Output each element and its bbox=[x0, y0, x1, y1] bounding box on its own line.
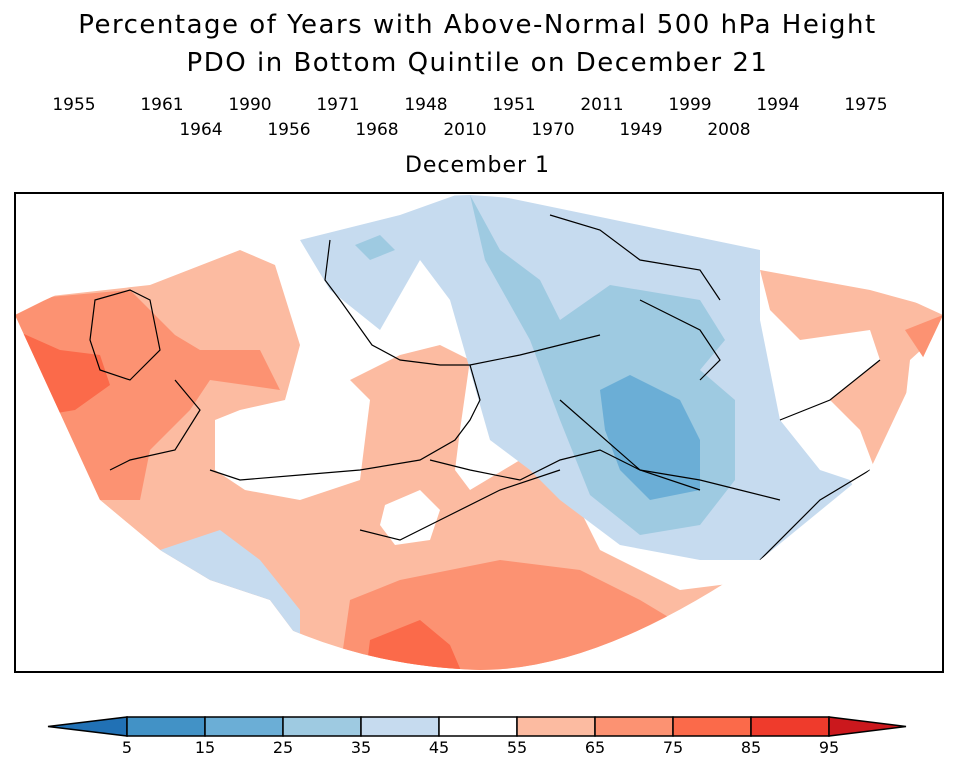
colorbar-tick-label: 65 bbox=[584, 738, 606, 757]
colorbar-tick-label: 15 bbox=[194, 738, 216, 757]
colorbar-segment bbox=[360, 716, 440, 737]
year: 1949 bbox=[619, 120, 663, 140]
colorbar-tick-label: 5 bbox=[121, 738, 133, 757]
colorbar-tick-label: 75 bbox=[662, 738, 684, 757]
colorbar-segment bbox=[750, 716, 830, 737]
year: 1990 bbox=[228, 95, 272, 115]
colorbar-tick-label: 25 bbox=[272, 738, 294, 757]
colorbar-max-arrow bbox=[828, 716, 907, 737]
colorbar-segment bbox=[438, 716, 518, 737]
year: 1956 bbox=[267, 120, 311, 140]
contour-25-35 bbox=[355, 235, 395, 260]
coastlines bbox=[89, 214, 881, 561]
year: 1948 bbox=[404, 95, 448, 115]
colorbar-tick-label: 45 bbox=[428, 738, 450, 757]
colorbar-tick-label: 95 bbox=[818, 738, 840, 757]
colorbar-tick-label: 55 bbox=[506, 738, 528, 757]
year: 1970 bbox=[531, 120, 575, 140]
year: 1955 bbox=[52, 95, 96, 115]
year: 1961 bbox=[140, 95, 184, 115]
colorbar-segment bbox=[126, 716, 206, 737]
year: 1964 bbox=[179, 120, 223, 140]
contour-gap bbox=[380, 490, 440, 545]
title-line-1: Percentage of Years with Above-Normal 50… bbox=[78, 10, 877, 40]
year: 2011 bbox=[580, 95, 624, 115]
title-line-2: PDO in Bottom Quintile on December 21 bbox=[186, 48, 769, 78]
colorbar-segment bbox=[282, 716, 362, 737]
year: 2008 bbox=[707, 120, 751, 140]
colorbar-segment bbox=[204, 716, 284, 737]
map-frame bbox=[14, 192, 944, 673]
year: 1951 bbox=[492, 95, 536, 115]
colorbar-min-arrow bbox=[47, 716, 128, 737]
colorbar-segment bbox=[594, 716, 674, 737]
colorbar-segment bbox=[516, 716, 596, 737]
years-row-1: 1955 1961 1990 1971 1948 1951 2011 1999 … bbox=[30, 95, 910, 115]
year: 1994 bbox=[756, 95, 800, 115]
years-row-2: 1964 1956 1968 2010 1970 1949 2008 bbox=[157, 120, 773, 140]
colorbar-tick-label: 85 bbox=[740, 738, 762, 757]
contour-15-25 bbox=[600, 375, 700, 500]
year: 2010 bbox=[443, 120, 487, 140]
contour-35-45 bbox=[160, 530, 300, 640]
year: 1999 bbox=[668, 95, 712, 115]
colorbar-tick-label: 35 bbox=[350, 738, 372, 757]
contour-fill bbox=[15, 195, 943, 670]
contour-65-75 bbox=[15, 290, 280, 500]
year: 1971 bbox=[316, 95, 360, 115]
year: 1968 bbox=[355, 120, 399, 140]
subtitle: December 1 bbox=[404, 153, 551, 178]
year: 1975 bbox=[844, 95, 888, 115]
colorbar bbox=[47, 716, 907, 737]
colorbar-segment bbox=[672, 716, 752, 737]
